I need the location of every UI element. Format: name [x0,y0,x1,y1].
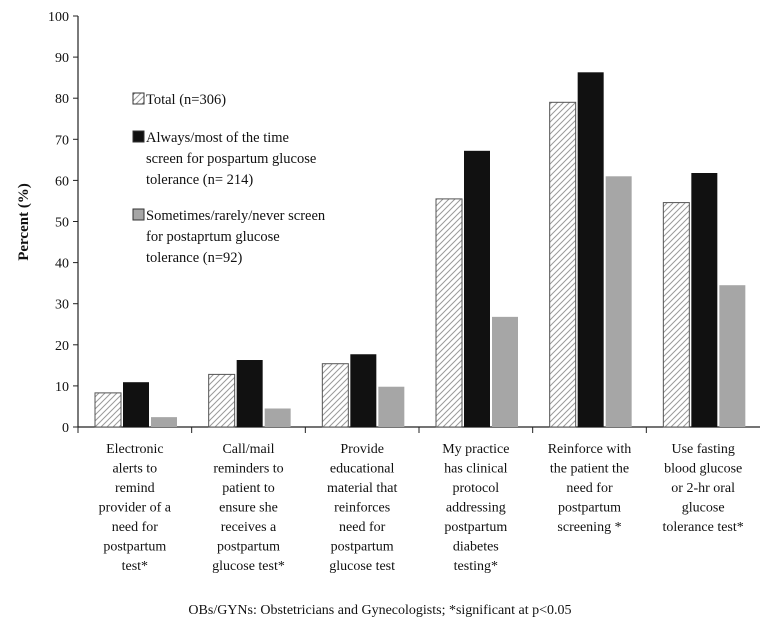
y-tick-label: 90 [55,51,69,66]
category-label: postpartum [331,540,394,555]
bar-series-2 [123,382,149,427]
category-labels: Electronic alerts to remind provider of a ne… [99,442,744,574]
bar-series-2 [691,173,718,427]
category-label: remind [115,481,155,496]
category-label: need for [112,520,159,535]
bar-series-2 [577,72,604,427]
bar-series-2 [464,150,490,428]
category-label: provider of a [99,501,172,516]
bar-series-3 [719,285,746,427]
category-label: Reinforce with [548,442,632,457]
y-axis-ticks: 0 10 20 30 40 50 60 70 80 90 100 [48,10,78,436]
y-axis-title: Percent (%) [16,183,32,261]
category-label: postpartum [558,501,621,516]
category-label: or 2-hr oral [671,481,735,496]
bar-series-1 [662,202,690,428]
category-label: blood glucose [664,462,742,477]
bar-series-3 [151,417,177,427]
y-tick-label: 0 [62,421,69,436]
category-label: glucose test [329,559,395,574]
y-tick-label: 20 [55,339,69,354]
category-label: has clinical [444,462,507,477]
legend-label: for postaprtum glucose [146,229,280,245]
legend-label: Sometimes/rarely/never screen [146,208,326,224]
legend-label: tolerance (n=92) [146,250,243,266]
category-label: reminders to [213,462,283,477]
bar-series-1 [208,373,236,428]
bar-series-3 [264,408,291,427]
legend-swatch-2 [132,130,145,143]
category-label: material that [327,481,397,496]
footnote: OBs/GYNs: Obstetricians and Gynecologist… [188,603,571,618]
category-label: postpartum [444,520,507,535]
category-label: patient to [222,481,275,496]
bar-series-3 [378,386,405,427]
y-tick-label: 40 [55,257,69,272]
bar-series-3 [492,316,518,427]
y-tick-label: 60 [55,174,69,189]
bar-series-3 [605,176,632,427]
bar-series-1 [549,101,577,428]
legend-label: tolerance (n= 214) [146,172,253,188]
y-tick-label: 100 [48,10,69,25]
category-label: ensure she [219,501,278,516]
category-label: the patient the [550,462,629,477]
category-label: Electronic [106,442,164,457]
category-label: Provide [340,442,384,457]
category-label: postpartum [103,540,166,555]
category-label: alerts to [112,462,157,477]
category-label: need for [566,481,613,496]
category-label: test* [122,559,148,574]
y-tick-label: 70 [55,133,69,148]
category-label: addressing [446,501,506,516]
bar-series-2 [350,354,377,427]
y-tick-label: 30 [55,298,69,313]
y-tick-label: 80 [55,92,69,107]
category-label: My practice [442,442,509,457]
category-label: glucose [682,501,725,516]
legend-swatch-3 [132,208,145,221]
category-label: reinforces [334,501,390,516]
category-label: screening * [557,520,621,535]
axes [77,16,760,433]
category-label: protocol [453,481,500,496]
category-label: testing* [454,559,498,574]
category-label: need for [339,520,386,535]
category-label: tolerance test* [663,520,744,535]
bar-series-1 [435,198,463,428]
bar-series-2 [236,360,263,427]
category-label: Call/mail [222,442,274,457]
y-tick-label: 50 [55,216,69,231]
bars [94,72,746,428]
category-label: postpartum [217,540,280,555]
y-tick-label: 10 [55,380,69,395]
legend-label: screen for pospartum glucose [146,151,316,167]
category-label: Use fasting [671,442,734,457]
bar-series-1 [321,363,349,428]
category-label: educational [330,462,395,477]
category-label: diabetes [453,540,499,555]
bar-series-1 [94,392,122,428]
category-label: receives a [221,520,277,535]
legend-label: Total (n=306) [146,92,226,108]
legend-swatch-1 [132,92,145,105]
legend: Total (n=306) Always/most of the time scre… [132,92,326,266]
legend-label: Always/most of the time [146,130,289,146]
category-label: glucose test* [212,559,285,574]
